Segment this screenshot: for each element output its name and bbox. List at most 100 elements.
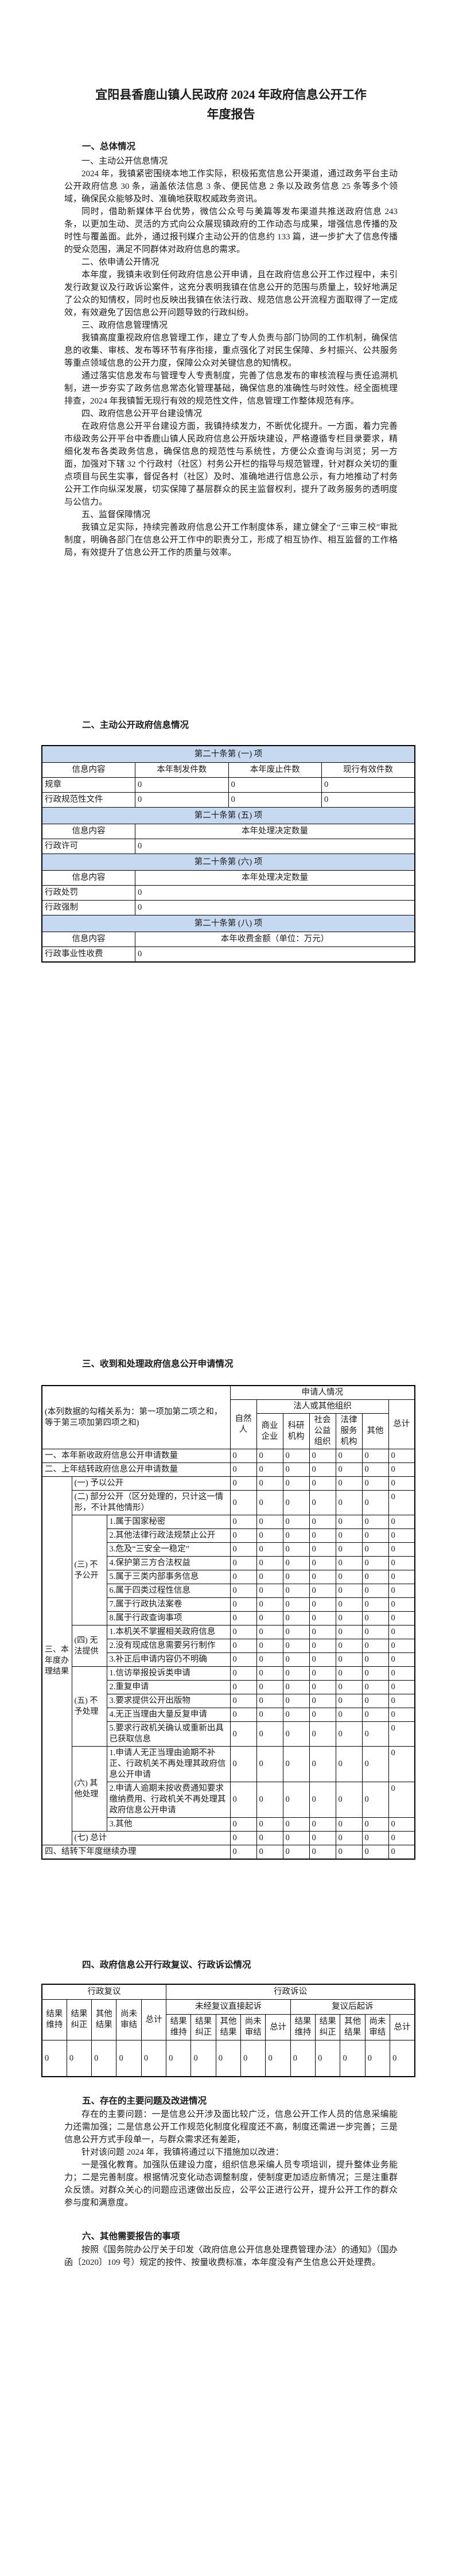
value-cell: 0: [388, 1721, 415, 1747]
value-cell: 0: [256, 1639, 283, 1653]
value-cell: 0: [388, 1542, 415, 1557]
header-cell: 现行有效件数: [321, 762, 415, 778]
value-cell: 0: [256, 1528, 283, 1543]
value-cell: 0: [335, 1476, 363, 1491]
table-row: 行政事业性收费 0: [41, 946, 415, 963]
label-cell: 2.其他法律行政法规禁止公开: [106, 1528, 231, 1543]
table-row: 第二十条第 (一) 项: [41, 745, 415, 763]
value-cell: 0: [335, 1556, 363, 1570]
table-row: 自然人 法人或其他组织 总计: [42, 1399, 415, 1449]
value-cell: 0: [230, 1782, 257, 1818]
value-cell: 0: [309, 1831, 336, 1845]
table-row: 结果维持 结果纠正 其他结果 尚未审结 总计 未经复议直接起诉 复议后起诉: [41, 1999, 415, 2040]
paragraph: 本年度，我镇未收到任何政府信息公开申请，且在政府信息公开工作过程中，未引发行政复…: [64, 270, 398, 317]
value-cell: 0: [388, 1476, 415, 1491]
paragraph: 按照《国务院办公厅关于印发〈政府信息公开信息处理费管理办法〉的通知》（国办函〔2…: [64, 2245, 398, 2267]
value-cell: 0: [282, 1542, 310, 1557]
value-cell: 0: [215, 2040, 242, 2077]
value-cell: 0: [309, 1708, 336, 1722]
value-cell: 0: [388, 1611, 415, 1625]
header-cell: 申请人情况: [230, 1385, 415, 1400]
value-cell: 0: [240, 2040, 266, 2077]
header-cell: 尚未审结: [364, 2014, 391, 2040]
section-heading-apply: 三、收到和处理政府信息公开申请情况: [82, 1359, 234, 1369]
header-cell: 社会公益组织: [309, 1413, 336, 1449]
value-cell: 0: [256, 1625, 283, 1639]
value-cell: 0: [230, 1817, 257, 1832]
value-cell: 0: [230, 1476, 257, 1491]
value-cell: 0: [91, 2040, 117, 2077]
header-cell: 本年废止件数: [228, 762, 322, 778]
value-cell: 0: [340, 2040, 365, 2077]
label-cell: 1.申请人无正当理由逾期不补正、行政机关不再处理其政府信息公开申请: [106, 1746, 231, 1782]
value-cell: 0: [388, 1625, 415, 1639]
value-cell: 0: [282, 1490, 310, 1515]
value-cell: 0: [361, 1570, 389, 1584]
label-cell: 行政规范性文件: [41, 792, 135, 808]
application-handling-table: (本列数据的勾稽关系为：第一项加第二项之和，等于第三项加第四项之和) 申请人情况…: [41, 1385, 416, 1860]
value-cell: 0: [388, 1515, 415, 1529]
value-cell: 0: [388, 1652, 415, 1667]
label-cell: 2.申请人逾期未按收费通知要求缴纳费用、行政机关不再处理其政府信息公开申请: [106, 1782, 231, 1818]
value-cell: 0: [361, 1490, 389, 1515]
value-cell: 0: [361, 1625, 389, 1639]
header-cell: 总计: [388, 1399, 415, 1449]
value-cell: 0: [230, 1666, 257, 1681]
value-cell: 0: [230, 1462, 257, 1477]
value-cell: 0: [256, 1666, 283, 1681]
value-cell: 0: [256, 1831, 283, 1845]
value-cell: 0: [282, 1831, 310, 1845]
value-cell: 0: [361, 1652, 389, 1667]
value-cell: 0: [230, 1831, 257, 1845]
value-cell: 0: [282, 1625, 310, 1639]
value-cell: 0: [361, 1782, 389, 1818]
label-cell: 行政许可: [41, 839, 135, 854]
value-cell: 0: [388, 1462, 415, 1477]
value-cell: 0: [364, 2040, 391, 2077]
header-cell: 其他: [361, 1413, 389, 1449]
sub-heading: 二、依申请公开情况: [81, 258, 160, 267]
value-cell: 0: [135, 885, 415, 901]
value-cell: 0: [388, 1845, 415, 1860]
section-heading-review: 四、政府信息公开行政复议、行政诉讼情况: [82, 1960, 251, 1970]
value-cell: 0: [282, 1680, 310, 1694]
value-cell: 0: [361, 1680, 389, 1694]
value-cell: 0: [388, 1708, 415, 1722]
header-cell: 结果维持: [166, 2014, 192, 2040]
page-title-line-1: 宜阳县香鹿山镇人民政府 2024 年政府信息公开工作: [95, 88, 367, 102]
value-cell: 0: [256, 1597, 283, 1612]
value-cell: 0: [335, 1449, 363, 1463]
value-cell: 0: [256, 1694, 283, 1708]
header-cell: 其他结果: [340, 2014, 365, 2040]
value-cell: 0: [256, 1462, 283, 1477]
value-cell: 0: [135, 839, 415, 854]
table-row: 信息内容 本年处理决定数量: [41, 824, 415, 839]
value-cell: 0: [282, 1639, 310, 1653]
header-cell: 法人或其他组织: [256, 1399, 389, 1414]
page-title-line-2: 年度报告: [207, 107, 255, 121]
value-cell: 0: [309, 1449, 336, 1463]
label-cell: 3.其他: [106, 1817, 231, 1832]
value-cell: 0: [309, 1570, 336, 1584]
value-cell: 0: [282, 1652, 310, 1667]
value-cell: 0: [309, 1639, 336, 1653]
value-cell: 0: [335, 1625, 363, 1639]
value-cell: 0: [282, 1694, 310, 1708]
header-cell: 信息内容: [41, 932, 135, 947]
overview-text: 一、主动公开信息情况 2024 年，我镇紧密围绕本地工作实际，积极拓宽信息公开渠…: [64, 155, 398, 559]
value-cell: 0: [230, 1721, 257, 1747]
paragraph: 一是强化教育。加强队伍建设力度，组织信息采编人员专项培训，提升整体业务能力；二是…: [64, 2160, 398, 2208]
value-cell: 0: [230, 1449, 257, 1463]
value-cell: 0: [335, 1831, 363, 1845]
value-cell: 0: [335, 1584, 363, 1598]
value-cell: 0: [309, 1542, 336, 1557]
header-cell: 行政诉讼: [166, 1984, 415, 2000]
header-cell: 科研机构: [282, 1413, 310, 1449]
value-cell: 0: [361, 1831, 389, 1845]
value-cell: 0: [282, 1556, 310, 1570]
header-cell: 其他结果: [215, 2014, 242, 2040]
paragraph: 存在的主要问题：一是信息公开涉及面比较广泛，信息公开工作人员的信息采编能力还需加…: [64, 2110, 398, 2144]
value-cell: 0: [335, 1542, 363, 1557]
